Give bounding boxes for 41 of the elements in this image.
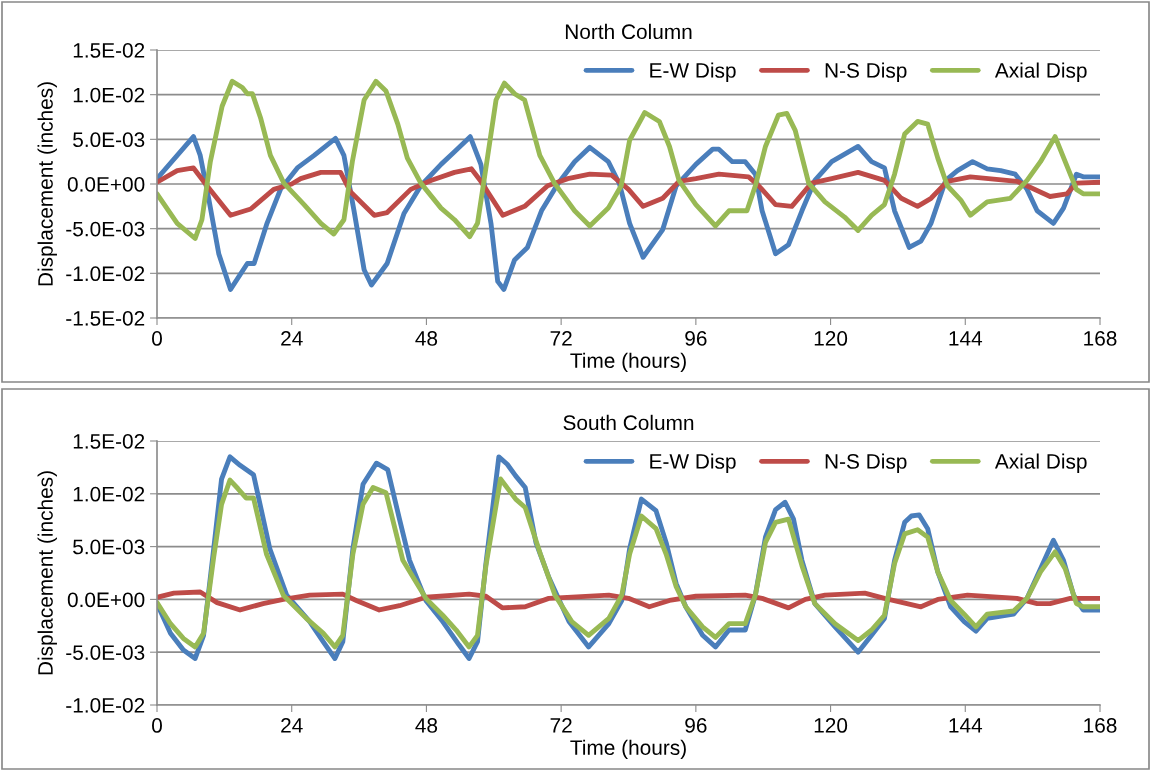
y-tick-label: 5.0E-03 xyxy=(73,539,145,555)
x-tick-label: 48 xyxy=(415,331,438,346)
y-tick-label: 1.0E-02 xyxy=(73,87,145,103)
legend-label: Axial Disp xyxy=(994,453,1087,473)
x-tick-label: 120 xyxy=(814,718,848,733)
x-tick-label: 96 xyxy=(685,718,707,733)
legend-label: E-W Disp xyxy=(650,453,736,473)
y-axis-title: Displacement (inches) xyxy=(37,82,57,286)
y-tick-label: 1.5E-02 xyxy=(73,43,145,58)
x-axis-title: Time (hours) xyxy=(570,739,686,760)
y-tick-label: -5.0E-03 xyxy=(66,645,145,660)
x-tick-label: 72 xyxy=(550,718,572,733)
legend-label: Axial Disp xyxy=(994,62,1087,82)
y-axis-title: Displacement (inches) xyxy=(37,471,57,675)
x-axis-title: Time (hours) xyxy=(570,352,686,373)
y-tick-label: -1.5E-02 xyxy=(66,311,145,326)
y-tick-label: -5.0E-03 xyxy=(66,221,145,237)
legend-label: N-S Disp xyxy=(825,62,907,82)
x-tick-label: 144 xyxy=(949,331,983,346)
x-tick-label: 144 xyxy=(949,718,983,733)
x-tick-label: 24 xyxy=(281,718,303,733)
y-tick-label: 5.0E-03 xyxy=(73,132,145,148)
y-tick-label: 0.0E+00 xyxy=(67,592,145,608)
y-tick-label: 1.0E-02 xyxy=(73,486,145,502)
x-tick-label: 96 xyxy=(685,331,707,346)
chart-title: South Column xyxy=(563,414,694,431)
x-tick-label: 120 xyxy=(814,331,848,346)
y-tick-label: 0.0E+00 xyxy=(67,177,145,192)
x-tick-label: 48 xyxy=(415,718,438,733)
x-tick-label: 168 xyxy=(1084,718,1117,733)
chart-title: North Column xyxy=(565,23,692,40)
x-tick-label: 24 xyxy=(281,331,303,346)
x-tick-label: 0 xyxy=(152,718,162,733)
legend-label: E-W Disp xyxy=(650,62,736,82)
x-tick-label: 168 xyxy=(1084,331,1117,346)
legend-label: N-S Disp xyxy=(825,453,907,473)
y-tick-label: -1.0E-02 xyxy=(66,698,145,713)
x-tick-label: 72 xyxy=(550,331,572,346)
y-tick-label: -1.0E-02 xyxy=(66,266,145,282)
x-tick-label: 0 xyxy=(152,331,162,346)
y-tick-label: 1.5E-02 xyxy=(73,434,145,449)
